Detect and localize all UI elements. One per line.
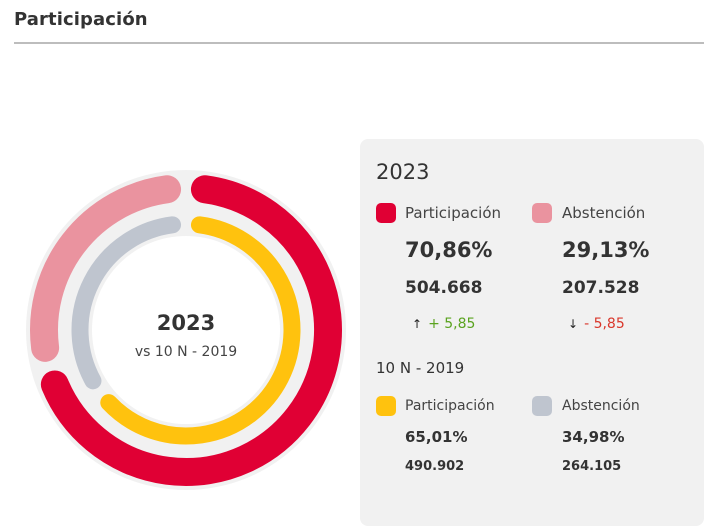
participation-2019-votes: 490.902 bbox=[405, 459, 465, 474]
abstention-2023-percent: 29,13% bbox=[562, 238, 650, 262]
participation-2023-votes: 504.668 bbox=[405, 278, 483, 298]
slice-outer-abstencin bbox=[30, 175, 182, 362]
current-year-heading: 2023 bbox=[376, 160, 430, 184]
abstention-2023-delta: ↓ - 5,85 bbox=[568, 316, 625, 332]
participation-2019-percent: 65,01% bbox=[405, 428, 468, 446]
ring-2023 bbox=[30, 175, 342, 486]
section-title: Participación bbox=[14, 9, 148, 30]
abstention-2023-label: Abstención bbox=[562, 204, 646, 222]
participation-2019-swatch bbox=[376, 396, 396, 416]
previous-year-heading: 10 N - 2019 bbox=[376, 359, 465, 377]
abstention-2019-label: Abstención bbox=[562, 398, 640, 414]
ring-2019 bbox=[71, 216, 301, 445]
participation-2023-percent: 70,86% bbox=[405, 238, 493, 262]
participation-2019-label: Participación bbox=[405, 398, 495, 414]
abstention-2023-swatch bbox=[532, 203, 552, 223]
participation-delta-value: + 5,85 bbox=[428, 316, 476, 332]
participation-2023-delta: ↑ + 5,85 bbox=[412, 316, 475, 332]
slice-inner-abstencin bbox=[71, 216, 182, 390]
arrow-up-icon: ↑ bbox=[412, 317, 423, 331]
abstention-2023-votes: 207.528 bbox=[562, 278, 640, 298]
slice-outer-participacin bbox=[40, 175, 342, 486]
abstention-2019-votes: 264.105 bbox=[562, 459, 622, 474]
abstention-2019-swatch bbox=[532, 396, 552, 416]
abstention-delta-value: - 5,85 bbox=[584, 316, 625, 332]
center-subtitle: vs 10 N - 2019 bbox=[135, 344, 237, 360]
participation-2023-label: Participación bbox=[405, 204, 502, 222]
title-divider bbox=[14, 42, 704, 44]
participation-2023-swatch bbox=[376, 203, 396, 223]
donut-center-hole bbox=[92, 236, 280, 424]
results-panel: 2023 Participación 70,86% 504.668 ↑ + 5,8… bbox=[360, 139, 704, 526]
abstention-2019-percent: 34,98% bbox=[562, 428, 625, 446]
arrow-down-icon: ↓ bbox=[568, 317, 579, 331]
participation-donut-chart: 2023 vs 10 N - 2019 bbox=[26, 170, 346, 490]
center-year: 2023 bbox=[157, 311, 215, 335]
slice-inner-participacin bbox=[100, 216, 301, 445]
